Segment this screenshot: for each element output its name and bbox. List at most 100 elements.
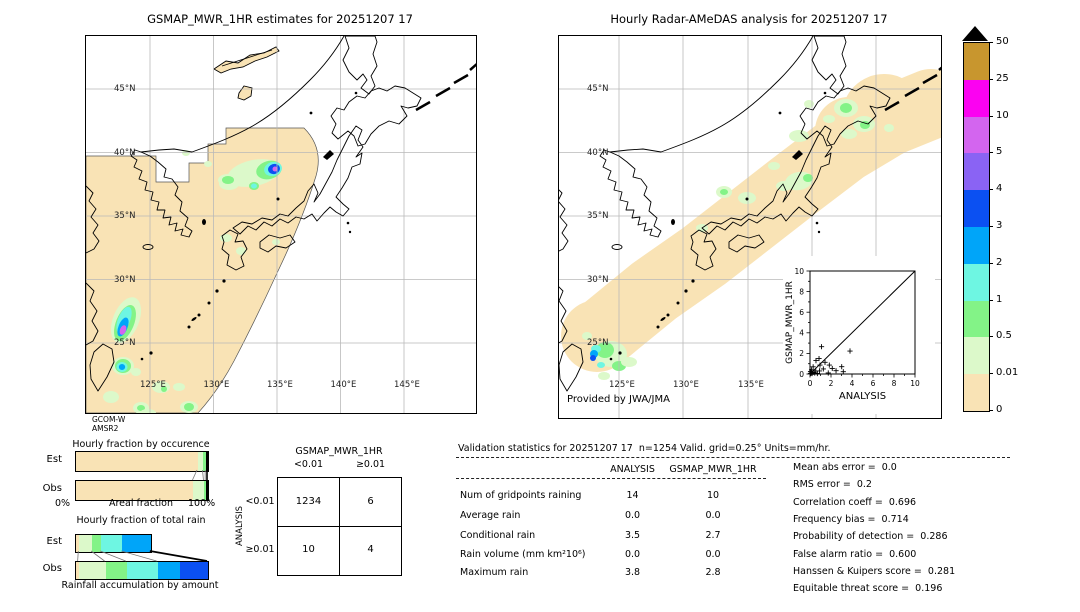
scatter-point: [839, 364, 845, 370]
precip-blob-orchid: [119, 325, 127, 335]
stats-row-label: Maximum rain: [460, 567, 529, 578]
precip-blob-palegreen: [103, 391, 119, 403]
inset-y-tick: 8: [799, 287, 804, 296]
totalrain-chart-title: Hourly fraction of total rain: [76, 515, 206, 526]
scatter-point: [840, 369, 846, 375]
bar-segment-wheat: [76, 562, 79, 579]
precip-blob-palegreen: [804, 100, 814, 108]
stats-score: Frequency bias = 0.714: [793, 513, 909, 525]
inset-y-tick: 6: [799, 308, 804, 317]
stats-col-analysis: ANALYSIS: [610, 464, 655, 475]
stats-score: Probability of detection = 0.286: [793, 531, 948, 543]
colorbar-over-arrow: [962, 26, 988, 41]
contingency-hline: [278, 526, 401, 527]
colorbar-segment: [964, 337, 989, 375]
contingency-col-label-ge: ≥0.01: [355, 459, 386, 470]
stats-gsmap-value: 10: [706, 490, 720, 501]
totalrain-obs-bar: [75, 561, 209, 580]
lat-label: 35°N: [114, 211, 136, 221]
precip-blob-palegreen: [272, 239, 280, 245]
contingency-row-label-lt: <0.01: [245, 496, 275, 507]
bar-segment-blue: [180, 562, 208, 579]
bar-segment-green: [203, 452, 207, 471]
occurrence-est-bar: [75, 451, 209, 472]
amsr2-swath: [85, 46, 319, 414]
bar-segment-green: [204, 481, 207, 500]
stats-score: Correlation coeff = 0.696: [793, 496, 917, 508]
precip-blob-palegreen: [841, 129, 857, 139]
totalrain-est-label: Est: [46, 536, 62, 547]
scatter-point: [847, 348, 853, 354]
scatter-inset: 00 2 2 4 4 6 6 8 8 10 10 ANALYSIS GSMAP_MWR_1HR: [783, 256, 935, 414]
lat-label: 25°N: [587, 338, 609, 348]
bar-segment-palegreen: [197, 452, 204, 471]
inset-x-tick: 6: [871, 379, 876, 388]
precip-blob-palegreen: [236, 247, 246, 255]
contingency-col-group: GSMAP_MWR_1HR: [295, 446, 383, 457]
lon-label: 130°E: [673, 380, 699, 390]
contingency-grid: 1234 6 10 4: [277, 477, 402, 576]
inset-y-label: GSMAP_MWR_1HR: [785, 281, 795, 364]
scatter-point: [810, 364, 816, 370]
swath-fragment-sliver: [213, 46, 280, 74]
precip-blob-palegreen: [621, 357, 637, 367]
totalrain-obs-label: Obs: [42, 563, 62, 574]
lon-label: 135°E: [738, 380, 764, 390]
connector-line: [77, 550, 79, 562]
precip-blob-green: [222, 176, 234, 184]
colorbar-tick-label: 5: [996, 146, 1003, 158]
contingency-row-label-ge: ≥0.01: [245, 544, 275, 555]
stats-header-rule: [456, 478, 766, 479]
precip-blob-palegreen: [204, 161, 212, 167]
connector-line: [121, 550, 157, 562]
scatter-point: [813, 358, 819, 364]
lon-label: 125°E: [609, 380, 635, 390]
precip-blob-green: [840, 103, 852, 113]
precip-blob-palegreen: [789, 130, 809, 142]
left-map-title: GSMAP_MWR_1HR estimates for 20251207 17: [147, 12, 413, 26]
bar-segment-green: [92, 535, 102, 552]
stats-row-label: Average rain: [460, 510, 521, 521]
lat-label: 25°N: [114, 338, 136, 348]
inset-x-tick: 8: [892, 379, 897, 388]
precip-blob-cyan: [597, 362, 605, 368]
inset-x-tick: 4: [850, 379, 855, 388]
colorbar-tickmark: [989, 299, 993, 301]
occurrence-x-label: Areal fraction: [108, 498, 173, 509]
gsmap-estimates-map: 45°N 40°N 35°N 30°N 25°N 125°E 130°E 135°E 140°E…: [84, 34, 480, 417]
occurrence-chart-title: Hourly fraction by occurence: [72, 439, 210, 450]
colorbar-segment: [964, 43, 989, 80]
stats-row-label: Rain volume (mm km²10⁶): [460, 549, 586, 560]
precip-blob-sky: [118, 364, 126, 370]
connector-line: [100, 550, 126, 562]
precip-blob-palegreen: [173, 383, 185, 391]
scatter-point: [820, 366, 826, 372]
scatter-point: [816, 355, 822, 362]
scatter-point: [833, 368, 839, 374]
connector-line: [192, 469, 198, 481]
colorbar-tickmark: [989, 226, 993, 227]
bar-segment-palegreen: [78, 562, 106, 579]
satellite-source-note: GCOM-W AMSR2: [92, 415, 125, 433]
scatter-point: [826, 362, 832, 368]
scatter-point: [829, 365, 835, 372]
bar-segment-palegreen: [79, 535, 93, 552]
scatter-point: [808, 367, 815, 373]
bar-segment-sky: [157, 562, 181, 579]
bar-connector-lines: [77, 469, 208, 562]
colorbar-tickmark: [989, 262, 993, 264]
occurrence-obs-bar: [75, 480, 209, 501]
scatter-point: [817, 362, 823, 368]
lon-label: 135°E: [267, 380, 293, 390]
bar-segment-green: [105, 562, 127, 579]
inset-bg: [783, 256, 935, 414]
stats-title-rule: [456, 457, 1010, 458]
inset-y-tick: 10: [794, 267, 804, 276]
lat-label: 45°N: [587, 84, 609, 94]
colorbar-segment: [964, 79, 989, 117]
stats-gsmap-value: 2.8: [705, 567, 721, 578]
colorbar-segment: [964, 263, 989, 301]
occurrence-est-label: Est: [46, 454, 62, 465]
contingency-row-group: ANALYSIS: [235, 505, 245, 547]
